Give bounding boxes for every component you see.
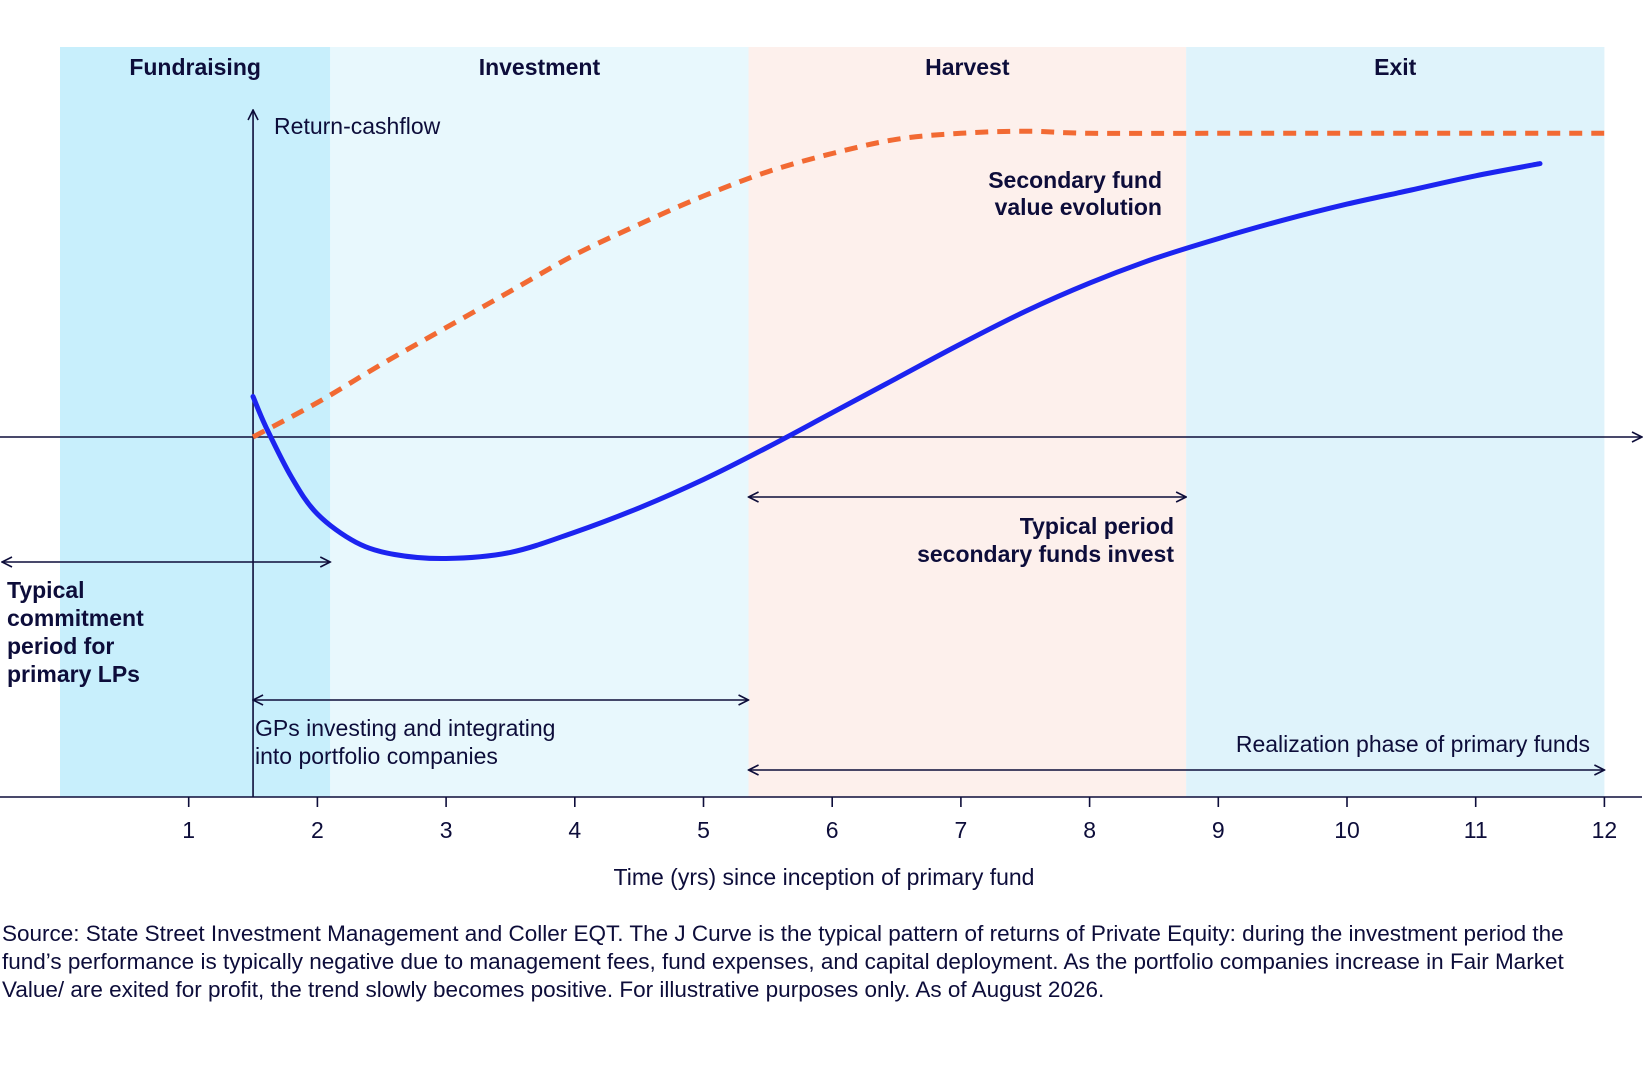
secondary-fund-value-line bbox=[251, 128, 1605, 440]
x-tick-label: 9 bbox=[1212, 817, 1225, 843]
phase-label-exit: Exit bbox=[1374, 54, 1417, 80]
x-tick-label: 11 bbox=[1464, 817, 1488, 843]
x-tick-label: 4 bbox=[568, 817, 581, 843]
phase-label-harvest: Harvest bbox=[925, 54, 1010, 80]
commitment-period-label-line: Typical bbox=[7, 577, 85, 603]
x-tick-label: 1 bbox=[182, 817, 195, 843]
commitment-period-label-line: primary LPs bbox=[7, 661, 140, 687]
realization-label-line: Realization phase of primary funds bbox=[1236, 731, 1590, 757]
phase-band-harvest bbox=[748, 47, 1187, 797]
x-tick-label: 8 bbox=[1083, 817, 1096, 843]
gps-investing-label-line: GPs investing and integrating bbox=[255, 715, 555, 741]
secondary-period-label-line: secondary funds invest bbox=[917, 541, 1174, 567]
phase-label-fundraising: Fundraising bbox=[129, 54, 261, 80]
secondary-value-label-line: Secondary fund bbox=[988, 167, 1162, 193]
x-tick-label: 7 bbox=[955, 817, 968, 843]
secondary-period-label-line: Typical period bbox=[1020, 513, 1174, 539]
x-tick-label: 3 bbox=[440, 817, 453, 843]
phase-band-investment bbox=[330, 47, 749, 797]
j-curve-line bbox=[250, 161, 1543, 562]
x-tick-label: 2 bbox=[311, 817, 324, 843]
series-layer bbox=[250, 128, 1605, 562]
x-tick-label: 5 bbox=[697, 817, 710, 843]
secondary-value-label-line: value evolution bbox=[995, 194, 1162, 220]
commitment-period-label-line: period for bbox=[7, 633, 114, 659]
phase-band-exit bbox=[1186, 47, 1605, 797]
phase-band-fundraising bbox=[60, 47, 331, 797]
phase-labels: Fundraising Investment Harvest Exit bbox=[129, 54, 1416, 80]
phase-label-investment: Investment bbox=[479, 54, 601, 80]
x-tick-label: 12 bbox=[1592, 817, 1618, 843]
j-curve-chart: Fundraising Investment Harvest Exit Return-… bbox=[0, 47, 1649, 890]
x-tick-label: 6 bbox=[826, 817, 839, 843]
phase-bands bbox=[60, 47, 1605, 797]
y-axis-label: Return-cashflow bbox=[274, 113, 441, 139]
source-footnote: Source: State Street Investment Manageme… bbox=[2, 921, 1564, 1002]
x-tick-label: 10 bbox=[1334, 817, 1360, 843]
x-axis-label: Time (yrs) since inception of primary fu… bbox=[614, 864, 1035, 890]
commitment-period-label-line: commitment bbox=[7, 605, 144, 631]
gps-investing-label-line: into portfolio companies bbox=[255, 743, 498, 769]
